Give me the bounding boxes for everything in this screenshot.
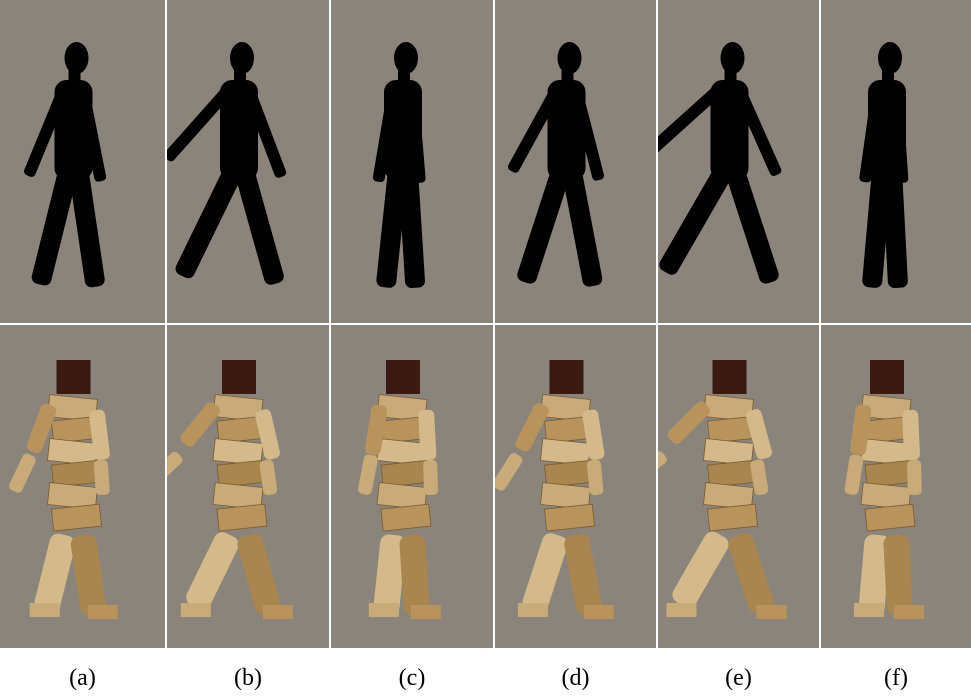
body-block bbox=[707, 504, 757, 531]
figure: (a) (b) (c) (d) (e) (f) bbox=[0, 0, 971, 694]
panel bbox=[628, 0, 819, 648]
arm-block bbox=[902, 410, 920, 461]
foot-block bbox=[30, 603, 60, 617]
body-block bbox=[544, 504, 594, 531]
panel bbox=[491, 0, 656, 648]
arm-block bbox=[423, 460, 438, 495]
foot-block bbox=[854, 603, 884, 617]
panel-label: (d) bbox=[562, 665, 590, 691]
body-block bbox=[544, 460, 594, 487]
body-block bbox=[865, 504, 915, 531]
body-block bbox=[707, 460, 757, 487]
body-block bbox=[51, 504, 101, 531]
leg-block bbox=[399, 534, 430, 615]
arm-block bbox=[907, 460, 922, 495]
panel-label: (a) bbox=[69, 665, 96, 691]
panel bbox=[146, 0, 329, 648]
head bbox=[713, 360, 747, 394]
head bbox=[386, 360, 420, 394]
body-block bbox=[217, 504, 267, 531]
panel-label: (f) bbox=[884, 665, 908, 691]
foot-block bbox=[411, 605, 441, 619]
leg-block bbox=[883, 534, 913, 615]
foot-block bbox=[181, 603, 211, 617]
body-block bbox=[381, 504, 431, 531]
head bbox=[222, 360, 256, 394]
foot-block bbox=[757, 605, 787, 619]
panel-label: (c) bbox=[399, 665, 426, 691]
head bbox=[550, 360, 584, 394]
panel bbox=[821, 0, 971, 648]
head bbox=[870, 360, 904, 394]
panel-label: (e) bbox=[725, 665, 752, 691]
panel bbox=[0, 0, 165, 648]
body-block bbox=[217, 460, 267, 487]
arm-block bbox=[94, 459, 111, 495]
panel-label: (b) bbox=[234, 665, 262, 691]
arm-block bbox=[418, 410, 437, 461]
foot-block bbox=[894, 605, 924, 619]
foot-block bbox=[667, 603, 697, 617]
foot-block bbox=[369, 603, 399, 617]
foot-block bbox=[88, 605, 118, 619]
foot-block bbox=[584, 605, 614, 619]
foot-block bbox=[518, 603, 548, 617]
head bbox=[57, 360, 91, 394]
foot-block bbox=[263, 605, 293, 619]
panel bbox=[331, 0, 493, 648]
